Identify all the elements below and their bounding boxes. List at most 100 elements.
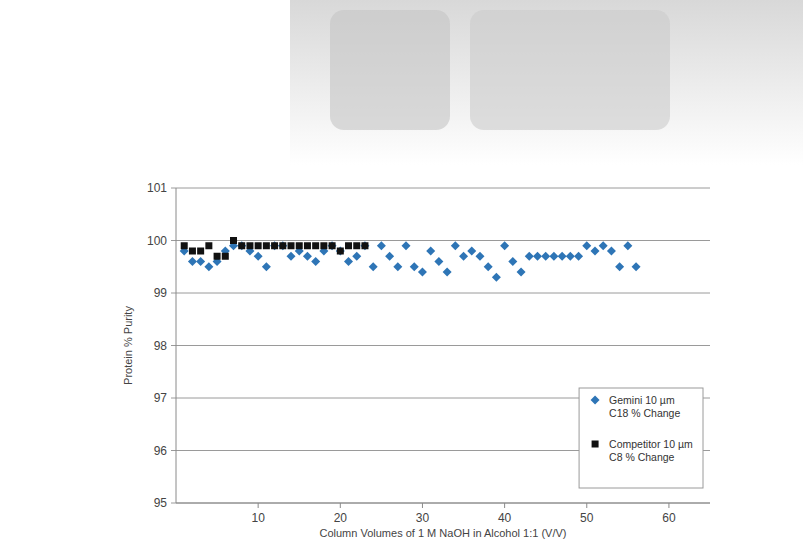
axis-title: Protein % Purity [122,306,134,385]
data-point [230,237,237,244]
grid-line [176,293,710,294]
data-point [262,262,271,271]
tick-label: 98 [154,339,168,353]
data-point [410,262,419,271]
data-point [369,262,378,271]
tick-label: 40 [498,511,512,525]
data-point [214,253,221,260]
tick-label: 100 [147,234,167,248]
data-point [434,257,443,266]
data-point [443,268,452,277]
tick-mark [171,293,176,294]
data-point [320,242,327,249]
data-point [385,252,394,261]
data-point [181,242,188,249]
data-point [582,241,591,250]
legend-label: Competitor 10 µmC8 % Change [609,438,693,463]
data-point [197,248,204,255]
data-point [344,257,353,266]
tick-mark [171,240,176,241]
data-point [615,262,624,271]
data-point [500,241,509,250]
tick-mark [340,503,341,508]
data-point [508,257,517,266]
x-axis [176,503,710,504]
data-point [352,252,361,261]
data-point [246,242,253,249]
data-point [451,241,460,250]
y-axis [176,188,177,503]
tick-mark [504,503,505,508]
background-photo [470,10,670,130]
legend-label: Gemini 10 µmC18 % Change [609,394,680,419]
tick-mark [171,188,176,189]
tick-mark [171,398,176,399]
data-point [345,242,352,249]
data-point [525,252,534,261]
data-point [188,257,197,266]
tick-label: 30 [416,511,430,525]
data-point [254,252,263,261]
data-point [533,252,542,261]
data-point [599,241,608,250]
data-point [574,252,583,261]
data-point [304,242,311,249]
data-point [279,242,286,249]
tick-label: 97 [154,391,168,405]
legend: Gemini 10 µmC18 % Change Competitor 10 µm… [579,388,703,488]
data-point [312,242,319,249]
tick-label: 101 [147,181,167,195]
tick-label: 95 [154,496,168,510]
tick-mark [668,503,669,508]
data-point [475,252,484,261]
tick-mark [171,503,176,504]
tick-label: 10 [251,511,265,525]
data-point [426,247,435,256]
tick-mark [171,345,176,346]
data-point [303,252,312,261]
legend-marker [592,441,599,448]
grid-line [176,188,710,189]
data-point [467,247,476,256]
data-point [271,242,278,249]
chart: 95 96 97 98 99 100 101 10 20 30 40 50 60 Column Volum… [0,0,803,546]
data-point [517,268,526,277]
data-point [361,242,368,249]
data-point [270,241,279,250]
plot-area [180,237,641,282]
data-point [632,262,641,271]
data-point [336,247,345,256]
legend-label-line: Competitor 10 µm [609,438,693,450]
data-point [288,242,295,249]
legend-label-line: C8 % Change [609,451,675,463]
legend-marker [591,396,600,405]
tick-mark [171,450,176,451]
data-point [189,248,196,255]
data-point [204,262,213,271]
data-point [590,247,599,256]
data-point [205,242,212,249]
legend-box [579,388,703,488]
data-point [623,241,632,250]
data-point [484,262,493,271]
legend-label-line: Gemini 10 µm [609,394,675,406]
data-point [418,268,427,277]
data-point [237,241,246,250]
tick-label: 96 [154,444,168,458]
legend-label-line: C18 % Change [609,407,680,419]
data-point [328,241,337,250]
tick-label: 50 [580,511,594,525]
tick-label: 20 [334,511,348,525]
data-point [238,242,245,249]
data-point [311,257,320,266]
data-point [287,252,296,261]
data-point [196,257,205,266]
data-point [360,241,369,250]
tick-label: 60 [662,511,676,525]
data-point [549,252,558,261]
axis-title: Column Volumes of 1 M NaOH in Alcohol 1:… [320,527,567,539]
data-point [607,247,616,256]
tick-label: 99 [154,286,168,300]
grid-line [176,240,710,241]
data-point [263,242,270,249]
